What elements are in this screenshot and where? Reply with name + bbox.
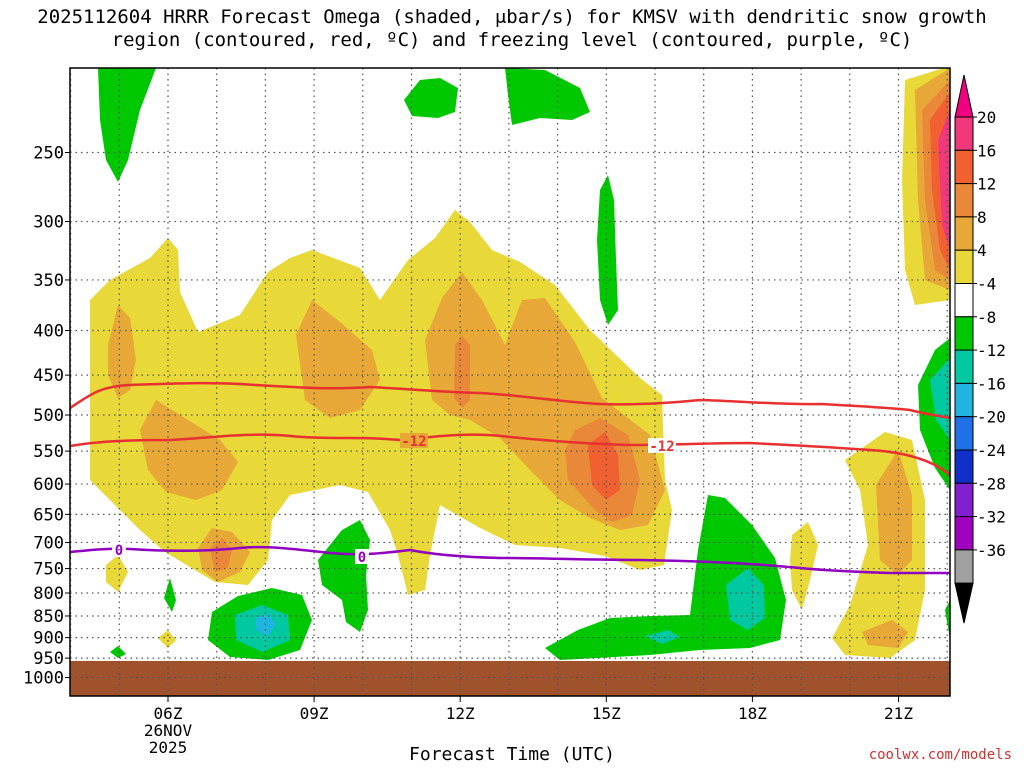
omega-region-minus8-minus12 xyxy=(930,358,950,440)
colorbar-swatch xyxy=(954,183,974,218)
omega-region-16-20 xyxy=(588,432,620,500)
x-tick-label: 09Z xyxy=(300,704,329,723)
colorbar-swatch xyxy=(954,149,974,185)
omega-region-minus4-minus8 xyxy=(404,78,458,118)
contour-label: -12 xyxy=(649,439,674,455)
y-tick-label: 550 xyxy=(33,442,64,462)
x-tick-label: 18Z xyxy=(738,704,767,723)
colorbar-label: 20 xyxy=(977,108,996,127)
colorbar-label: -28 xyxy=(977,474,1006,493)
omega-region-minus4-minus8 xyxy=(318,520,370,632)
dgz-contour-upper xyxy=(70,381,950,420)
y-tick-label: 850 xyxy=(33,607,64,627)
x-axis: 06Z 09Z 12Z 15Z 18Z 21Z xyxy=(154,696,913,723)
colorbar-label: -16 xyxy=(977,374,1006,393)
x-tick-label: 21Z xyxy=(884,704,913,723)
contour-label-bg xyxy=(400,433,428,448)
colorbar-arrow-bottom xyxy=(954,582,974,624)
colorbar-swatch xyxy=(954,382,974,418)
y-tick-label: 650 xyxy=(33,505,64,525)
colorbar-label: 8 xyxy=(977,208,987,227)
grid-lines xyxy=(70,68,950,696)
omega-region-12-16 xyxy=(210,538,232,572)
omega-region-8-12 xyxy=(862,620,908,648)
omega-region-4-8 xyxy=(790,522,818,610)
omega-region-minus8-minus12 xyxy=(726,568,765,630)
colorbar-swatch xyxy=(954,216,974,251)
colorbar-label: 4 xyxy=(977,241,987,260)
contour-label-bg xyxy=(648,438,676,453)
omega-region-minus4-minus8 xyxy=(545,495,786,660)
colorbar-swatch xyxy=(954,249,974,284)
colorbar-label: 16 xyxy=(977,141,996,160)
colorbar-label: -8 xyxy=(977,308,996,327)
x-axis-title: Forecast Time (UTC) xyxy=(409,744,615,765)
y-tick-label: 1000 xyxy=(23,669,64,689)
omega-region-minus4-minus8 xyxy=(597,175,618,325)
chart-title: 2025112604 HRRR Forecast Omega (shaded, … xyxy=(37,6,987,51)
colorbar-swatch xyxy=(954,416,974,451)
colorbar: 20 16 12 8 4 -4 -8 -12 -16 -20 -24 -28 -32 -36 xyxy=(954,74,1006,624)
colorbar-swatch xyxy=(954,516,974,551)
x-date-label-day: 26NOV xyxy=(144,721,193,740)
y-tick-label: 350 xyxy=(33,271,64,291)
y-tick-label: 600 xyxy=(33,475,64,495)
y-tick-label: 250 xyxy=(33,144,64,164)
y-tick-label: 800 xyxy=(33,584,64,604)
x-tick-label: 12Z xyxy=(446,704,475,723)
omega-region-minus4-minus8 xyxy=(110,646,126,658)
colorbar-label: -20 xyxy=(977,408,1006,427)
x-tick-label: 15Z xyxy=(592,704,621,723)
y-tick-label: 950 xyxy=(33,649,64,669)
contour-label-bg xyxy=(355,549,369,564)
contour-label: 0 xyxy=(358,550,366,566)
omega-region-minus4-minus8 xyxy=(164,578,176,612)
contour-label: -12 xyxy=(401,434,426,450)
omega-region-minus8-minus12 xyxy=(645,630,680,644)
omega-region-8-12 xyxy=(140,400,238,500)
colorbar-swatch xyxy=(954,549,974,584)
x-date-label-year: 2025 xyxy=(149,738,188,757)
colorbar-label: -12 xyxy=(977,341,1006,360)
freezing-level-contour xyxy=(70,545,950,575)
omega-region-minus4-minus8 xyxy=(945,600,950,640)
x-tick-label: 06Z xyxy=(154,704,183,723)
contour-label-group: -12 -12 0 0 xyxy=(112,433,676,566)
y-tick-label: 300 xyxy=(33,213,64,233)
colorbar-swatch xyxy=(954,283,974,318)
omega-region-4-8 xyxy=(106,555,128,592)
plot-area xyxy=(70,68,950,696)
y-tick-label: 700 xyxy=(33,533,64,553)
colorbar-label: -4 xyxy=(977,275,996,294)
credit-text: coolwx.com/models xyxy=(868,747,1012,763)
colorbar-swatch xyxy=(954,316,974,351)
contour-label: 0 xyxy=(115,543,123,559)
colorbar-label: -36 xyxy=(977,541,1006,560)
omega-region-8-12 xyxy=(876,450,912,575)
plot-frame xyxy=(69,67,951,697)
colorbar-swatch xyxy=(954,349,974,384)
colorbar-label: 12 xyxy=(977,175,996,194)
dgz-contour-lower xyxy=(70,433,950,477)
y-axis: 2503003504004505005506006507007508008509… xyxy=(23,144,70,689)
omega-region-4-8 xyxy=(158,630,176,648)
omega-region-minus4-minus8 xyxy=(98,68,156,182)
omega-region-minus4-minus8 xyxy=(505,68,590,125)
colorbar-label: -32 xyxy=(977,508,1006,527)
colorbar-arrow-top xyxy=(954,74,974,118)
colorbar-swatch xyxy=(954,116,974,151)
omega-region-12-16 xyxy=(454,336,470,408)
surface-below-ground xyxy=(70,661,950,696)
y-tick-label: 500 xyxy=(33,406,64,426)
y-tick-label: 400 xyxy=(33,322,64,342)
y-tick-label: 450 xyxy=(33,366,64,386)
colorbar-swatch xyxy=(954,449,974,484)
y-tick-label: 750 xyxy=(33,560,64,580)
colorbar-label: -24 xyxy=(977,441,1006,460)
contour-label-bg xyxy=(112,542,126,557)
y-tick-label: 900 xyxy=(33,629,64,649)
colorbar-swatch xyxy=(954,482,974,518)
